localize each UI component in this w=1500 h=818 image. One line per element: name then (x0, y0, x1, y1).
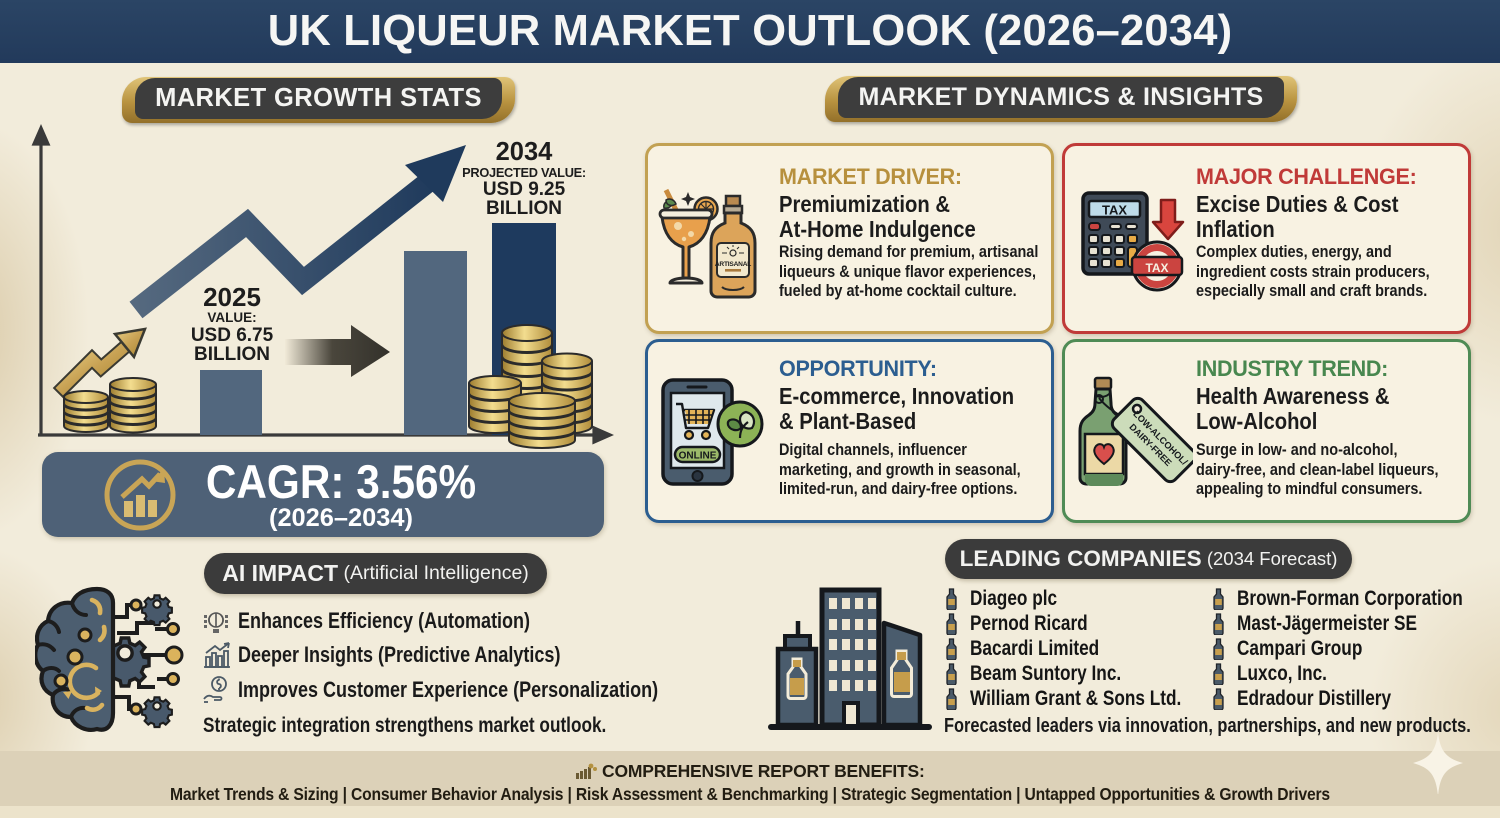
svg-text:ONLINE: ONLINE (679, 451, 717, 462)
svg-text:TAX: TAX (1145, 261, 1168, 275)
svg-text:TAX: TAX (1102, 203, 1127, 218)
svg-text:ARTISANAL: ARTISANAL (715, 261, 751, 268)
